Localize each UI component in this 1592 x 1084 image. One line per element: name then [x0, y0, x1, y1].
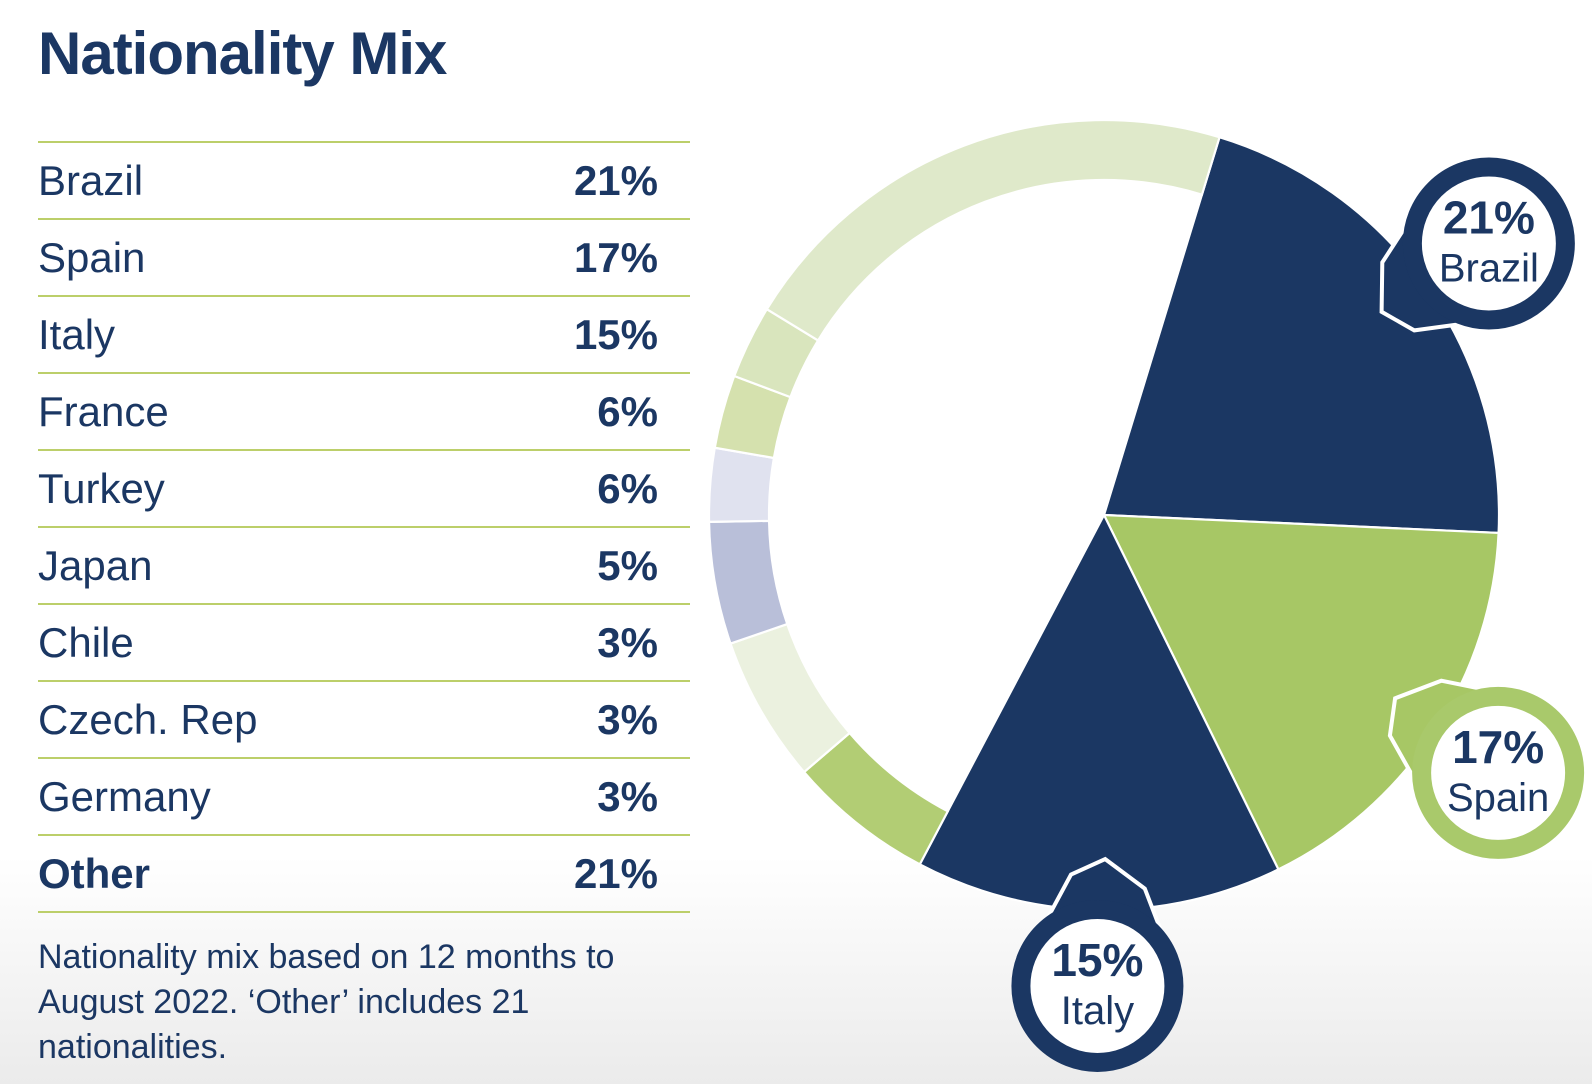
country-value: 6% [597, 464, 658, 512]
country-name: Czech. Rep [38, 695, 258, 743]
callout-ring-brazil [1402, 157, 1575, 330]
country-name: Spain [38, 233, 146, 281]
country-value: 21% [573, 849, 658, 897]
nationality-table: Brazil 21% Spain 17% Italy 15% France 6%… [38, 141, 690, 913]
table-row: Japan 5% [38, 528, 690, 605]
country-name: Other [38, 849, 151, 897]
table-row: Turkey 6% [38, 451, 690, 528]
country-value: 5% [597, 541, 658, 589]
table-row: Other 21% [38, 836, 690, 913]
country-name: Italy [38, 310, 116, 358]
slice-japan [707, 519, 789, 645]
country-value: 6% [597, 387, 658, 435]
callout-label-brazil: 21% Brazil [1439, 192, 1539, 291]
slice-chile [707, 446, 776, 524]
country-name: Japan [38, 541, 153, 589]
country-name: Turkey [38, 464, 165, 512]
country-value: 3% [597, 618, 658, 666]
country-value: 3% [597, 772, 658, 820]
callout-ring-spain [1412, 686, 1585, 859]
callout-ring-italy [1011, 899, 1184, 1072]
country-name: Chile [38, 618, 134, 666]
country-name: France [38, 387, 169, 435]
country-name: Germany [38, 772, 211, 820]
country-name: Brazil [38, 156, 144, 204]
country-value: 15% [573, 310, 658, 358]
country-value: 17% [573, 233, 658, 281]
country-value: 21% [573, 156, 658, 204]
table-row: Spain 17% [38, 220, 690, 297]
table-row: Brazil 21% [38, 143, 690, 220]
callout-label-spain: 17% Spain [1447, 721, 1549, 820]
slice-other [765, 118, 1221, 342]
table-row: France 6% [38, 374, 690, 451]
nationality-panel: Nationality Mix Brazil 21% Spain 17% Ita… [38, 22, 690, 1070]
table-row: Chile 3% [38, 605, 690, 682]
footnote: Nationality mix based on 12 months to Au… [38, 938, 615, 1066]
table-row: Czech. Rep 3% [38, 682, 690, 759]
table-row: Italy 15% [38, 297, 690, 374]
callout-label-italy: 15% Italy [1051, 934, 1143, 1033]
table-row: Germany 3% [38, 759, 690, 836]
country-value: 3% [597, 695, 658, 743]
page-title: Nationality Mix [38, 20, 447, 87]
